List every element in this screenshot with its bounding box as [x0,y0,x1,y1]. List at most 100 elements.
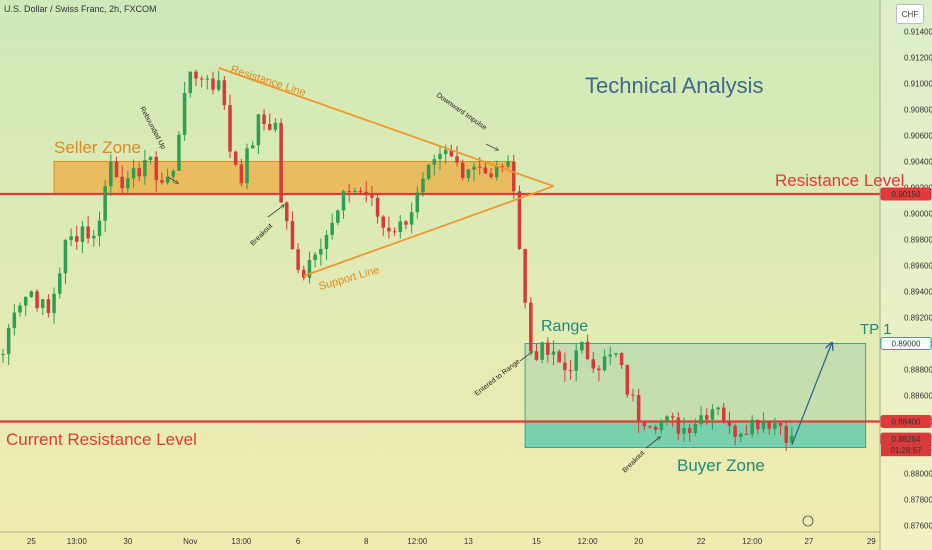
y-tick-label: 0.89800 [904,236,932,245]
candle [239,158,244,187]
candle [460,159,465,181]
candle [370,186,374,207]
candle [137,162,141,182]
candle-body [160,180,164,183]
candle-body [370,195,374,198]
candle-body [602,356,607,371]
candle [693,418,698,436]
y-tick-label: 0.91000 [904,80,932,89]
candle [23,296,28,316]
candle [205,75,210,90]
rebounded-up-arrow [167,176,178,183]
candle [625,364,630,398]
candle [75,225,79,250]
candle-body [421,178,425,193]
candle [120,165,124,195]
candle [109,154,113,196]
candle-body [409,212,414,225]
candle-body [353,190,357,192]
lightning-icon[interactable] [802,515,814,527]
candle-body [773,422,777,429]
y-axis-panel [880,0,932,550]
candle-body [426,164,431,179]
candle [267,113,272,131]
candle-body [40,299,45,309]
breakout-1-arrow [267,205,284,218]
candle-body [449,149,454,157]
candle [619,351,624,369]
candle-body [790,435,794,443]
candle [676,412,681,440]
candle-body [466,169,471,178]
candle-body [86,226,90,239]
candle-body [398,221,403,232]
candle [285,201,289,230]
candle [608,346,613,365]
candle-body [69,236,73,241]
candle [63,238,68,284]
currency-badge[interactable]: CHF [896,4,924,24]
candle [670,412,675,428]
candle [438,145,442,170]
candle [489,168,493,179]
candle-body [744,433,749,435]
candle [126,170,130,193]
candle-body [653,426,658,430]
candle [211,71,215,95]
candle-body [682,428,686,434]
candle-body [233,151,238,165]
candle-body [648,426,652,428]
candle-body [477,166,482,168]
candle-body [75,236,79,242]
candle [398,214,403,239]
zone-seller-zone [53,161,515,195]
candle [256,113,261,154]
support-line[interactable] [303,185,554,277]
candle [767,420,771,435]
candle [716,406,720,416]
candle-body [148,156,153,161]
candle [653,425,658,434]
candle [563,352,567,382]
x-tick-label: 6 [296,537,301,546]
x-tick-label: 8 [364,537,369,546]
candle-body [387,227,391,232]
candle-body [347,191,351,193]
candle [80,221,85,254]
price-tag-tp-bg [880,337,932,350]
candle-body [517,191,522,249]
candle [466,168,471,183]
candle-body [546,342,550,355]
candle [35,289,39,312]
candle-body [57,273,62,294]
candle-body [199,78,204,80]
candle-body [330,222,334,235]
candle-body [285,202,289,222]
candle [387,216,391,239]
candle-body [165,176,170,183]
candle-body [597,368,601,371]
y-tick-label: 0.90600 [904,132,932,141]
candle [744,424,749,436]
candle [29,290,34,298]
x-tick-label: 27 [804,537,813,546]
candle [585,334,590,360]
candle [483,161,488,175]
candle [727,412,732,434]
candle-body [512,161,516,192]
candle [534,343,539,362]
candle [546,337,550,363]
candle [381,215,386,237]
candle [273,118,278,133]
y-tick-label: 0.88600 [904,392,932,401]
candle-body [205,78,210,80]
candle-body [460,162,465,178]
candle [353,187,357,196]
candle [182,81,187,141]
candle [313,251,317,268]
candle-body [302,269,306,278]
candle [580,341,584,355]
candle [245,143,249,190]
resistance-line[interactable] [218,67,554,188]
